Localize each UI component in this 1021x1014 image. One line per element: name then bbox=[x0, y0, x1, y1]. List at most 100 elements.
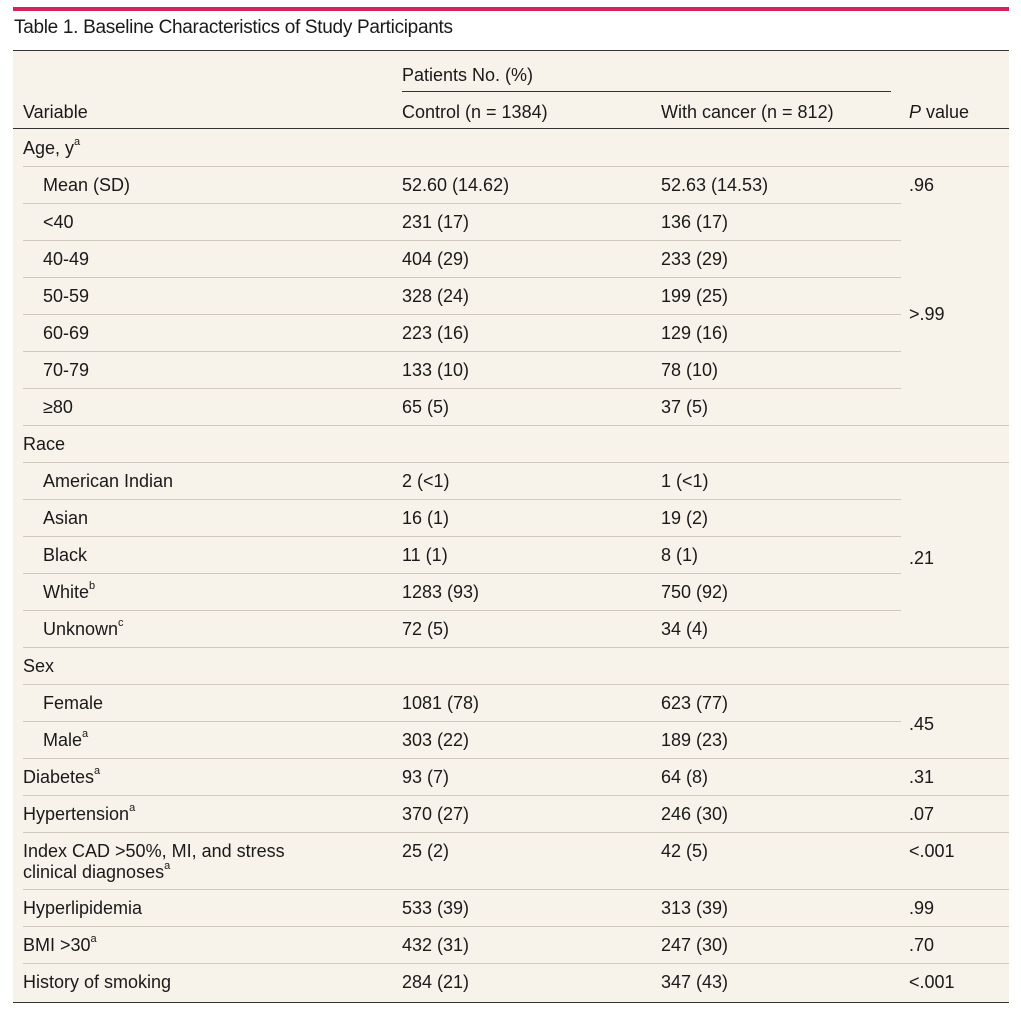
row-control-value: 370 (27) bbox=[402, 804, 470, 824]
footnote-marker: a bbox=[90, 933, 97, 945]
row-label: Hypertensiona bbox=[23, 802, 136, 825]
row-label: Unknownc bbox=[43, 617, 124, 640]
footnote-marker: a bbox=[164, 860, 171, 872]
footnote-marker: a bbox=[82, 728, 89, 740]
row-cancer-value: 37 (5) bbox=[661, 397, 709, 417]
row-p-value: .07 bbox=[909, 804, 935, 824]
row-label: BMI >30a bbox=[23, 933, 97, 956]
row-control-value: 223 (16) bbox=[402, 323, 470, 343]
row-control-value: 133 (10) bbox=[402, 360, 470, 380]
row-divider bbox=[23, 536, 901, 537]
row-p-value: .99 bbox=[909, 898, 935, 918]
row-label: 40-49 bbox=[43, 249, 90, 269]
row-cancer-value: 52.63 (14.53) bbox=[661, 175, 769, 195]
row-label: History of smoking bbox=[23, 972, 172, 992]
row-divider bbox=[23, 240, 901, 241]
row-p-value: .70 bbox=[909, 935, 935, 955]
row-divider bbox=[23, 351, 901, 352]
row-control-value: 432 (31) bbox=[402, 935, 470, 955]
row-label: <40 bbox=[43, 212, 74, 232]
row-divider bbox=[23, 203, 901, 204]
row-divider bbox=[23, 963, 1009, 964]
row-label: Sex bbox=[23, 656, 55, 676]
row-cancer-value: 233 (29) bbox=[661, 249, 729, 269]
row-divider bbox=[23, 388, 901, 389]
footnote-marker: a bbox=[94, 765, 101, 777]
header-group-rule bbox=[402, 91, 891, 92]
row-label: 70-79 bbox=[43, 360, 90, 380]
row-cancer-value: 1 (<1) bbox=[661, 471, 709, 491]
row-control-value: 1081 (78) bbox=[402, 693, 480, 713]
row-divider bbox=[23, 425, 1009, 426]
row-label: Race bbox=[23, 434, 66, 454]
footnote-marker: a bbox=[129, 802, 136, 814]
row-control-value: 231 (17) bbox=[402, 212, 470, 232]
row-divider bbox=[23, 499, 901, 500]
row-label: Index CAD >50%, MI, and stress clinical d… bbox=[23, 841, 285, 882]
row-control-value: 11 (1) bbox=[402, 545, 448, 565]
row-divider bbox=[23, 314, 901, 315]
row-cancer-value: 64 (8) bbox=[661, 767, 709, 787]
row-p-value: <.001 bbox=[909, 841, 955, 861]
row-divider bbox=[23, 832, 1009, 833]
row-label: Age, ya bbox=[23, 136, 81, 159]
group-p-value: .45 bbox=[909, 714, 935, 734]
row-cancer-value: 78 (10) bbox=[661, 360, 719, 380]
row-label: ≥80 bbox=[43, 397, 73, 417]
row-control-value: 16 (1) bbox=[402, 508, 450, 528]
row-divider bbox=[23, 684, 1009, 685]
row-label: 50-59 bbox=[43, 286, 90, 306]
row-control-value: 2 (<1) bbox=[402, 471, 450, 491]
row-label: 60-69 bbox=[43, 323, 90, 343]
row-control-value: 25 (2) bbox=[402, 841, 450, 861]
row-control-value: 303 (22) bbox=[402, 730, 470, 750]
row-label: Malea bbox=[43, 728, 89, 751]
row-cancer-value: 34 (4) bbox=[661, 619, 709, 639]
row-divider bbox=[23, 647, 1009, 648]
row-divider bbox=[23, 277, 901, 278]
row-cancer-value: 246 (30) bbox=[661, 804, 729, 824]
row-control-value: 404 (29) bbox=[402, 249, 470, 269]
row-control-value: 1283 (93) bbox=[402, 582, 480, 602]
footnote-marker: c bbox=[118, 617, 124, 629]
header-group-label: Patients No. (%) bbox=[402, 65, 534, 85]
row-control-value: 93 (7) bbox=[402, 767, 450, 787]
row-divider bbox=[23, 795, 1009, 796]
row-divider bbox=[23, 758, 1009, 759]
row-divider bbox=[23, 889, 1009, 890]
row-control-value: 328 (24) bbox=[402, 286, 470, 306]
row-control-value: 284 (21) bbox=[402, 972, 470, 992]
row-divider bbox=[23, 926, 1009, 927]
row-divider bbox=[23, 166, 1009, 167]
group-p-value: .21 bbox=[909, 548, 935, 568]
row-cancer-value: 347 (43) bbox=[661, 972, 729, 992]
row-label: Whiteb bbox=[43, 580, 96, 603]
row-cancer-value: 623 (77) bbox=[661, 693, 729, 713]
row-divider bbox=[23, 573, 901, 574]
table-title: Table 1. Baseline Characteristics of Stu… bbox=[14, 17, 453, 38]
header-variable: Variable bbox=[23, 102, 88, 122]
row-control-value: 65 (5) bbox=[402, 397, 450, 417]
row-cancer-value: 129 (16) bbox=[661, 323, 729, 343]
row-label: Mean (SD) bbox=[43, 175, 131, 195]
row-cancer-value: 19 (2) bbox=[661, 508, 709, 528]
header-cancer: With cancer (n = 812) bbox=[661, 102, 834, 122]
row-cancer-value: 136 (17) bbox=[661, 212, 729, 232]
row-divider bbox=[23, 721, 901, 722]
row-label: Female bbox=[43, 693, 104, 713]
row-cancer-value: 247 (30) bbox=[661, 935, 729, 955]
title-accent-bar bbox=[13, 7, 1009, 11]
footnote-marker: a bbox=[74, 136, 81, 148]
header-p-value: P value bbox=[909, 102, 970, 122]
group-p-value: >.99 bbox=[909, 304, 945, 324]
row-label: Diabetesa bbox=[23, 765, 101, 788]
row-cancer-value: 189 (23) bbox=[661, 730, 729, 750]
row-divider bbox=[23, 462, 1009, 463]
row-cancer-value: 750 (92) bbox=[661, 582, 729, 602]
row-label: Asian bbox=[43, 508, 89, 528]
row-control-value: 533 (39) bbox=[402, 898, 470, 918]
row-p-value: .96 bbox=[909, 175, 935, 195]
row-divider bbox=[23, 610, 901, 611]
row-cancer-value: 8 (1) bbox=[661, 545, 699, 565]
row-control-value: 72 (5) bbox=[402, 619, 450, 639]
